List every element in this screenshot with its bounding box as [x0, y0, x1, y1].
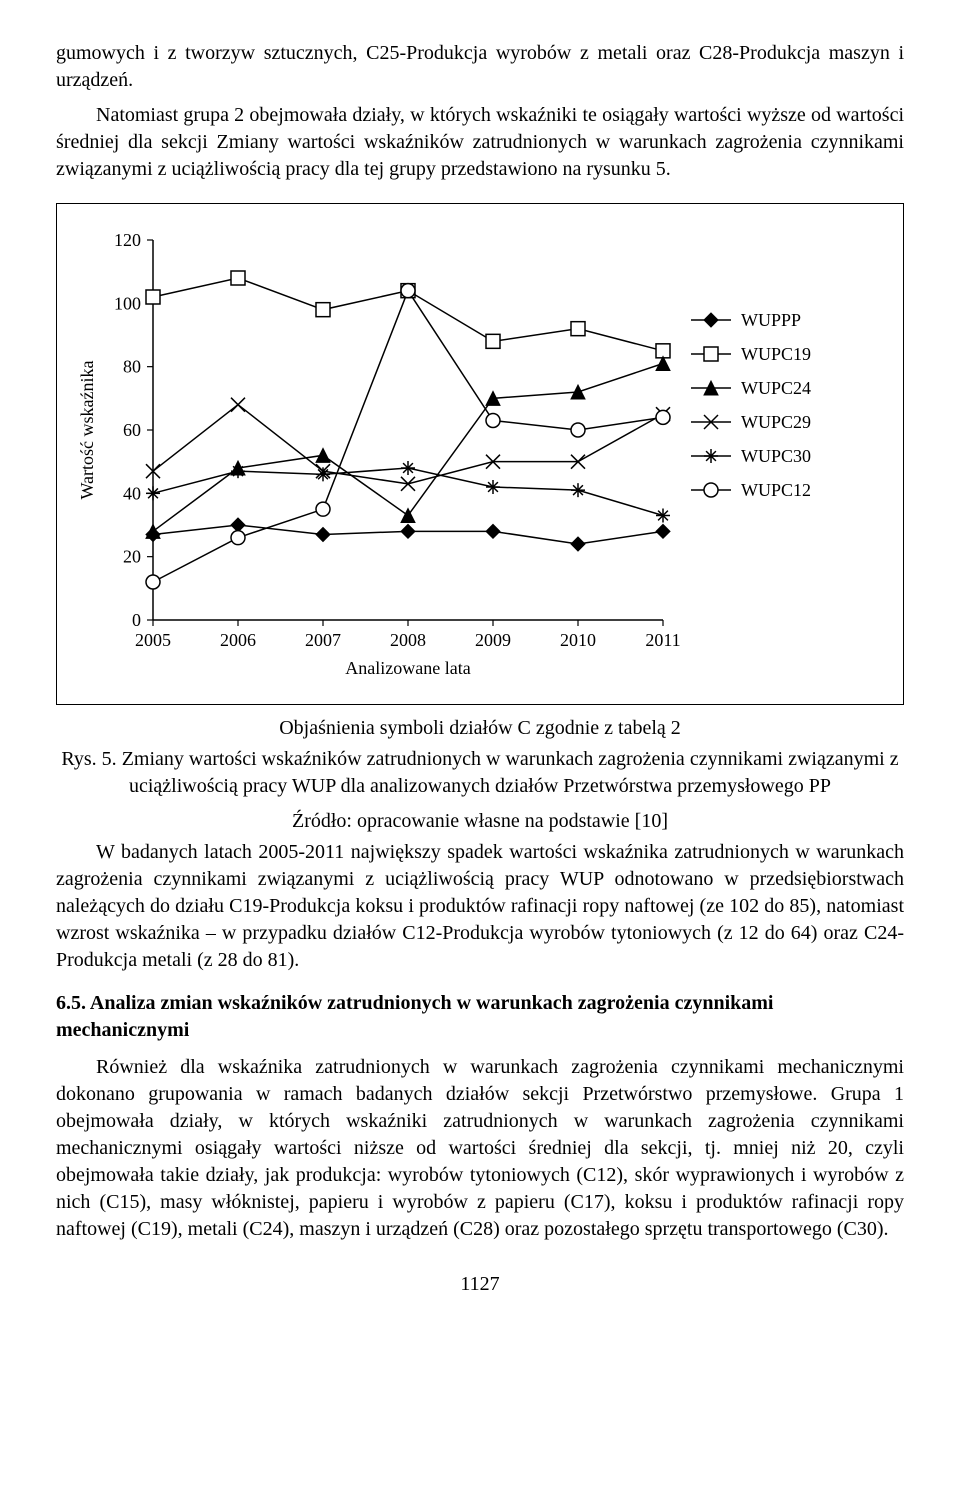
svg-text:2010: 2010 [560, 630, 596, 650]
caption-line2: Rys. 5. Zmiany wartości wskaźników zatru… [56, 746, 904, 800]
svg-text:60: 60 [123, 420, 141, 440]
caption-rys-label: Rys. 5. [61, 748, 121, 770]
paragraph-top-1: gumowych i z tworzyw sztucznych, C25-Pro… [56, 40, 904, 94]
svg-text:80: 80 [123, 357, 141, 377]
svg-text:2008: 2008 [390, 630, 426, 650]
caption-line1: Objaśnienia symboli działów C zgodnie z … [56, 715, 904, 742]
svg-text:WUPC30: WUPC30 [741, 446, 811, 466]
paragraph-4: Również dla wskaźnika zatrudnionych w wa… [56, 1054, 904, 1243]
svg-text:WUPC24: WUPC24 [741, 378, 811, 398]
svg-text:WUPC29: WUPC29 [741, 412, 811, 432]
paragraph-3: W badanych latach 2005-2011 największy s… [56, 839, 904, 974]
svg-text:2006: 2006 [220, 630, 256, 650]
svg-text:2009: 2009 [475, 630, 511, 650]
section-6-5-heading: 6.5. Analiza zmian wskaźników zatrudnion… [56, 990, 904, 1044]
figure-5-chart: 0 20 40 60 80 100 120 2005 2006 2007 2008 2009 2010 2… [56, 203, 904, 705]
svg-text:2007: 2007 [305, 630, 341, 650]
svg-text:Analizowane lata: Analizowane lata [345, 658, 470, 678]
svg-text:WUPPP: WUPPP [741, 310, 801, 330]
svg-text:2005: 2005 [135, 630, 171, 650]
svg-text:WUPC19: WUPC19 [741, 344, 811, 364]
svg-text:0: 0 [132, 610, 141, 630]
caption-rys-text: Zmiany wartości wskaźników zatrudnionych… [122, 748, 899, 797]
paragraph-top-2: Natomiast grupa 2 obejmowała działy, w k… [56, 102, 904, 183]
svg-text:100: 100 [114, 293, 141, 313]
svg-text:WUPC12: WUPC12 [741, 480, 811, 500]
svg-text:120: 120 [114, 230, 141, 250]
page-number: 1127 [56, 1271, 904, 1298]
svg-text:40: 40 [123, 483, 141, 503]
svg-text:2011: 2011 [645, 630, 680, 650]
svg-text:20: 20 [123, 547, 141, 567]
chart-svg: 0 20 40 60 80 100 120 2005 2006 2007 2008 2009 2010 2… [73, 220, 833, 680]
svg-text:Wartość wskaźnika: Wartość wskaźnika [77, 360, 97, 499]
caption-line3: Źródło: opracowanie własne na podstawie … [56, 808, 904, 835]
